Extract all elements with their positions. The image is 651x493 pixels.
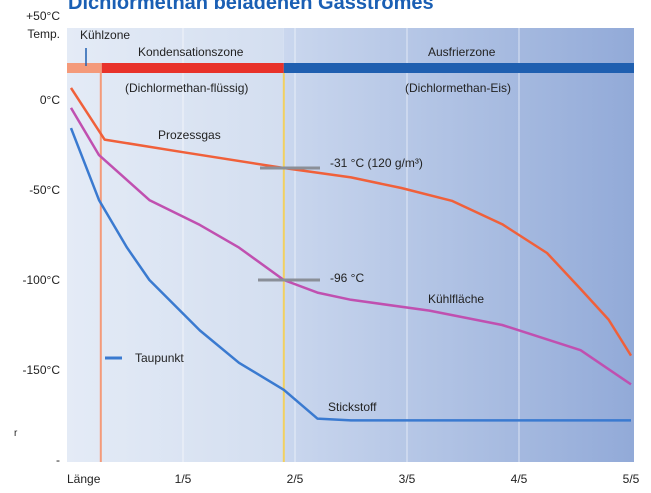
chart-title: Dichlormethan beladenen Gasstromes <box>68 0 434 14</box>
fragment-text: r <box>14 428 18 439</box>
x-tick-label: 3/5 <box>399 472 416 486</box>
zone-bar <box>67 63 102 73</box>
y-tick-label: -100°C <box>23 273 61 287</box>
zone-label: Kondensationszone <box>138 45 244 59</box>
series-label: Stickstoff <box>328 400 377 414</box>
x-tick-label: Länge <box>67 472 101 486</box>
annotation: -96 °C <box>330 271 364 285</box>
annotation: -31 °C (120 g/m³) <box>330 156 423 170</box>
y-tick-label: -50°C <box>29 183 60 197</box>
y-tick-label: -150°C <box>23 363 61 377</box>
x-tick-label: 5/5 <box>623 472 640 486</box>
line-series <box>69 107 632 386</box>
zone-label: Ausfrierzone <box>428 45 496 59</box>
y-tick-label: +50°C <box>26 9 60 23</box>
line-series <box>69 127 631 422</box>
zone-bar <box>101 63 284 73</box>
plot-background <box>67 28 284 462</box>
plot-background <box>283 28 634 462</box>
zone-sublabel: (Dichlormethan-Eis) <box>405 81 511 95</box>
annotation: Taupunkt <box>135 351 184 365</box>
x-tick-label: 1/5 <box>175 472 192 486</box>
line-series <box>69 87 633 357</box>
series-label: Prozessgas <box>158 128 221 142</box>
x-tick-label: 4/5 <box>511 472 528 486</box>
x-tick-label: 2/5 <box>287 472 304 486</box>
y-axis-label: Temp. <box>27 27 60 41</box>
y-tick-label: 0°C <box>40 93 60 107</box>
series-label: Kühlfläche <box>428 292 484 306</box>
zone-sublabel: (Dichlormethan-flüssig) <box>125 81 248 95</box>
zone-label: Kühlzone <box>80 28 130 42</box>
y-tick-label: - <box>56 453 60 467</box>
zone-bar <box>283 63 634 73</box>
